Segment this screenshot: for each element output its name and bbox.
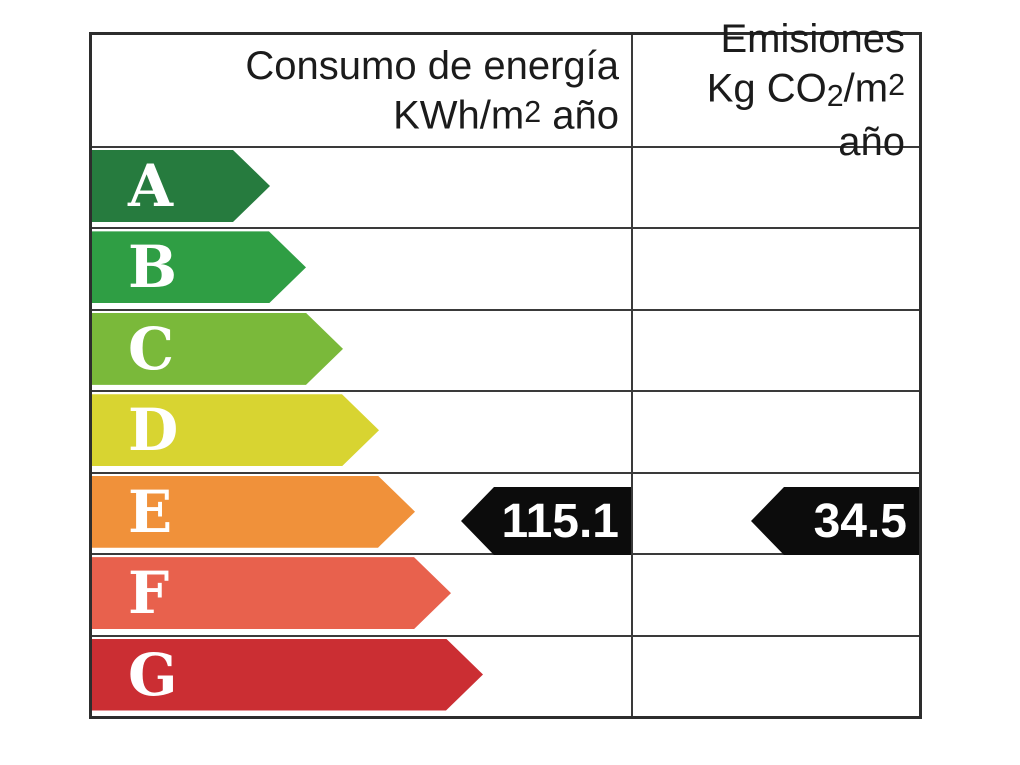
- rating-bar-f: F: [92, 557, 451, 629]
- emissions-header-line1: Emisiones: [720, 17, 905, 62]
- rating-letter: F: [128, 559, 170, 628]
- rating-row-a: A: [92, 148, 919, 230]
- rating-row-g: G: [92, 637, 919, 716]
- rating-table: Consumo de energía KWh/m2 año Emisiones …: [89, 17, 922, 719]
- emissions-value: 34.5: [813, 494, 907, 548]
- rating-bar-b: B: [92, 231, 306, 303]
- column-divider: [631, 35, 633, 716]
- rating-letter: C: [128, 314, 175, 383]
- emissions-header: Emisiones Kg CO2/m2 año: [631, 17, 919, 164]
- consumption-header: Consumo de energía KWh/m2 año: [92, 35, 631, 146]
- rating-row-c: C: [92, 311, 919, 393]
- consumption-header-line1: Consumo de energía: [245, 43, 619, 88]
- rating-letter: A: [128, 152, 174, 220]
- consumption-header-line2: KWh/m2 año: [393, 93, 619, 138]
- rating-bar-d: D: [92, 394, 379, 466]
- emissions-value-arrow: 34.5: [751, 487, 919, 555]
- rating-bar-a: A: [92, 150, 270, 222]
- rating-row-d: D: [92, 392, 919, 474]
- rating-letter: B: [128, 233, 178, 302]
- header-row: Consumo de energía KWh/m2 año Emisiones …: [92, 17, 919, 164]
- consumption-value-arrow: 115.1: [461, 487, 631, 555]
- rating-bar-g: G: [92, 639, 483, 711]
- consumption-value: 115.1: [501, 494, 619, 548]
- rating-bar-e: E: [92, 476, 415, 548]
- rating-letter: E: [128, 477, 173, 546]
- rating-letter: G: [128, 640, 178, 709]
- rating-letter: D: [128, 396, 179, 465]
- rating-bar-c: C: [92, 313, 343, 385]
- rating-row-f: F: [92, 555, 919, 637]
- rating-row-b: B: [92, 229, 919, 311]
- emissions-header-line2: Kg CO2/m2 año: [706, 66, 905, 164]
